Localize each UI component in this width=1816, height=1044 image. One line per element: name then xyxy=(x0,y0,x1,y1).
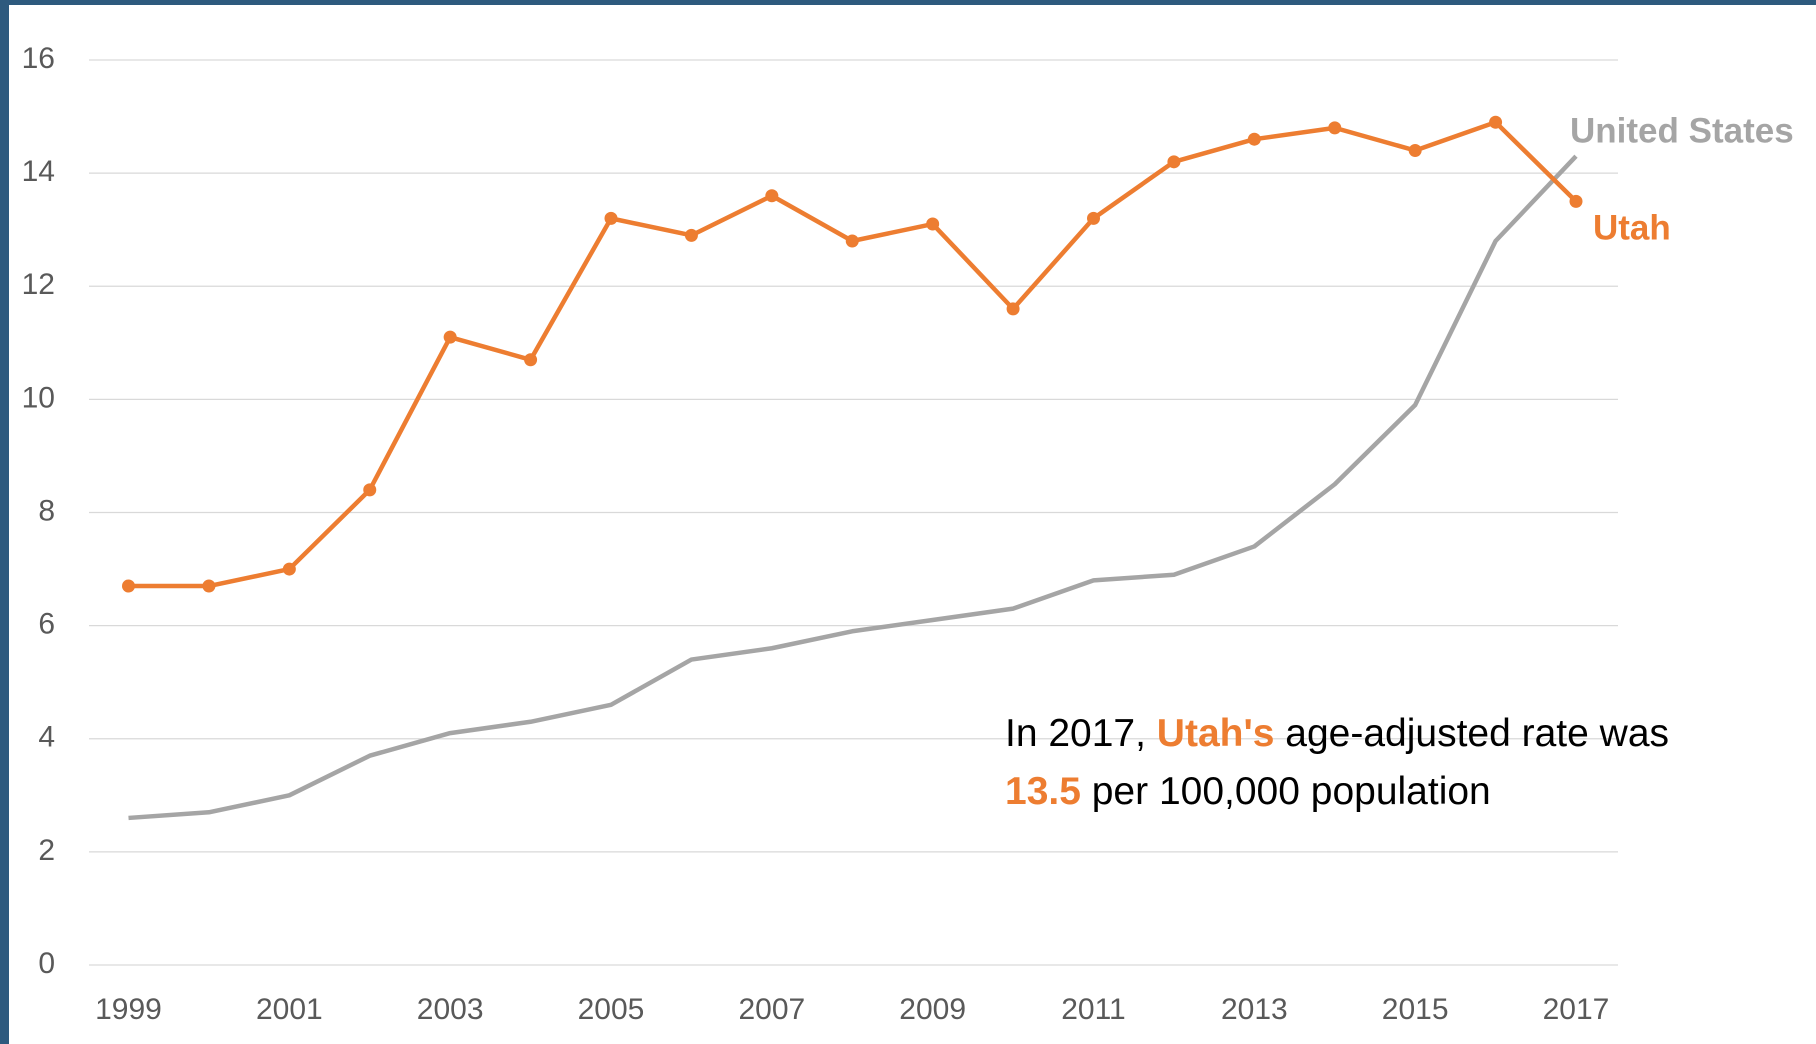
point xyxy=(1328,121,1342,135)
y-tick-label: 6 xyxy=(38,608,55,641)
point xyxy=(845,234,859,248)
point xyxy=(604,211,618,225)
x-tick-label: 2015 xyxy=(1382,993,1449,1026)
point xyxy=(524,353,538,367)
y-tick-label: 16 xyxy=(22,42,55,75)
x-tick-label: 2009 xyxy=(899,993,966,1026)
series-line xyxy=(128,119,1578,589)
series-label: Utah xyxy=(1593,209,1671,248)
point xyxy=(1087,211,1100,225)
point xyxy=(1247,132,1261,146)
series-label: United States xyxy=(1570,111,1794,150)
point xyxy=(765,189,779,203)
y-tick-label: 4 xyxy=(38,721,55,754)
x-tick-label: 2013 xyxy=(1221,993,1288,1026)
annotation: In 2017, Utah's age-adjusted rate was xyxy=(1005,712,1669,755)
point xyxy=(282,562,296,576)
point xyxy=(1489,115,1503,129)
point xyxy=(122,579,135,593)
frame-left xyxy=(0,0,9,1044)
point xyxy=(202,579,216,593)
point xyxy=(1167,155,1181,169)
x-tick-label: 2017 xyxy=(1543,993,1610,1026)
annotation-part: 13.5 xyxy=(1005,770,1081,813)
y-tick-label: 0 xyxy=(38,947,55,980)
point xyxy=(1006,302,1020,316)
annotation-part: Utah's xyxy=(1157,712,1275,755)
y-tick-label: 14 xyxy=(22,155,55,188)
point xyxy=(684,228,698,242)
y-tick-label: 2 xyxy=(38,834,55,867)
x-tick-label: 2005 xyxy=(578,993,645,1026)
series-line xyxy=(128,154,1578,821)
y-tick-label: 12 xyxy=(22,268,55,301)
y-tick-label: 10 xyxy=(22,381,55,414)
x-tick-label: 2001 xyxy=(256,993,323,1026)
x-tick-label: 2003 xyxy=(417,993,484,1026)
frame-top xyxy=(0,0,1816,5)
annotation-part: In 2017, xyxy=(1005,712,1157,755)
point xyxy=(443,330,457,344)
annotation: 13.5 per 100,000 population xyxy=(1005,770,1491,813)
point xyxy=(1569,194,1583,208)
annotation-part: age-adjusted rate was xyxy=(1274,712,1669,755)
point xyxy=(1408,144,1422,157)
x-tick-label: 2007 xyxy=(738,993,805,1026)
x-tick-label: 2011 xyxy=(1061,993,1126,1026)
x-tick-label: 1999 xyxy=(95,993,162,1026)
point xyxy=(926,217,940,231)
point xyxy=(363,483,377,497)
y-tick-label: 8 xyxy=(38,494,55,527)
annotation-part: per 100,000 population xyxy=(1081,770,1491,813)
